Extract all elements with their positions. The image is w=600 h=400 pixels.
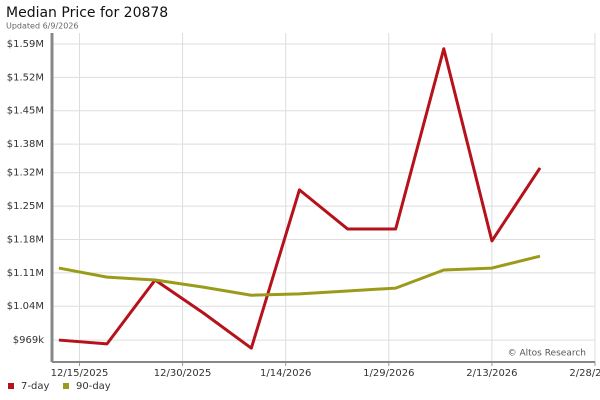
legend-swatch bbox=[8, 383, 14, 389]
y-tick-label: $1.25M bbox=[7, 201, 44, 212]
y-tick-label: $1.18M bbox=[7, 234, 44, 245]
y-tick-label: $1.52M bbox=[7, 72, 44, 83]
y-tick-label: $1.32M bbox=[7, 168, 44, 179]
x-tick-label: 12/30/2025 bbox=[154, 368, 212, 379]
y-tick-label: $1.38M bbox=[7, 139, 44, 150]
y-tick-label: $1.45M bbox=[7, 106, 44, 117]
x-tick-label: 12/15/2025 bbox=[51, 368, 109, 379]
y-tick-label: $969k bbox=[13, 335, 44, 346]
annotation: © Altos Research bbox=[508, 349, 586, 359]
chart-title: Median Price for 20878 bbox=[6, 5, 168, 21]
legend-label: 7-day bbox=[21, 381, 49, 392]
chart-subtitle: Updated 6/9/2026 bbox=[6, 22, 79, 31]
legend-label: 90-day bbox=[76, 381, 111, 392]
x-tick-label: 1/29/2026 bbox=[363, 368, 414, 379]
y-tick-label: $1.59M bbox=[7, 39, 44, 50]
series-line bbox=[58, 254, 541, 297]
x-tick-label: 1/14/2026 bbox=[260, 368, 311, 379]
y-tick-label: $1.11M bbox=[7, 268, 44, 279]
series-line bbox=[58, 47, 542, 350]
x-tick-label: 2/13/2026 bbox=[466, 368, 517, 379]
y-tick-label: $1.04M bbox=[7, 301, 44, 312]
x-tick-label: 2/28/2026 bbox=[569, 368, 600, 379]
legend-swatch bbox=[63, 383, 69, 389]
